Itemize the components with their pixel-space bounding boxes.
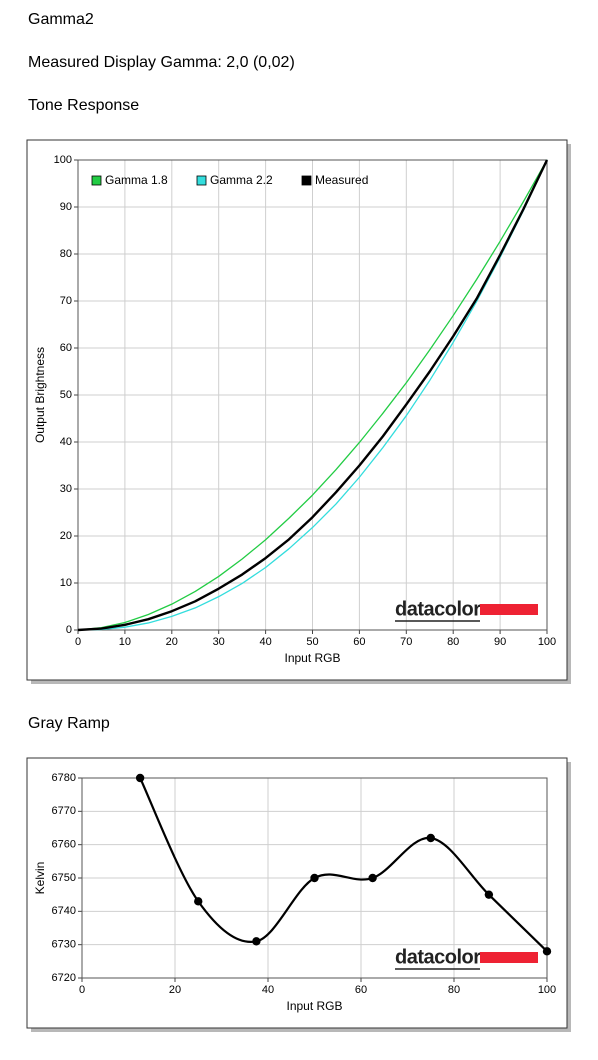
data-point [426, 833, 435, 843]
data-point [542, 947, 552, 956]
y-tick-label: 40 [60, 436, 72, 448]
data-point [368, 873, 377, 883]
plot-border [77, 159, 548, 631]
y-tick-label: 10 [60, 577, 72, 589]
x-tick-label: 70 [400, 636, 412, 648]
legend-swatch [91, 175, 102, 186]
y-tick-label: 100 [54, 154, 72, 166]
x-tick-label: 80 [447, 636, 459, 648]
chart-title: Tone Response [28, 97, 139, 114]
x-tick-label: 90 [494, 636, 506, 648]
y-axis-label: Kelvin [33, 862, 47, 895]
y-tick-label: 6770 [52, 805, 76, 817]
y-tick-label: 70 [60, 295, 72, 307]
watermark: datacolor [395, 946, 481, 968]
x-tick-label: 40 [262, 984, 274, 996]
x-axis-label: Input RGB [284, 651, 340, 665]
page-title: Gamma2 [28, 11, 94, 28]
x-tick-label: 0 [75, 636, 81, 648]
x-tick-label: 50 [306, 636, 318, 648]
data-point [484, 890, 494, 899]
series-line [77, 159, 548, 631]
x-tick-label: 0 [79, 984, 85, 996]
y-tick-label: 6760 [52, 839, 76, 851]
y-tick-label: 80 [60, 248, 72, 260]
y-tick-label: 20 [60, 530, 72, 542]
x-tick-label: 100 [538, 984, 556, 996]
chart-title: Gray Ramp [28, 715, 110, 732]
x-tick-label: 60 [355, 984, 367, 996]
x-tick-label: 10 [119, 636, 131, 648]
series-line [77, 159, 548, 631]
logo-bar [480, 952, 538, 963]
gamma-summary: Measured Display Gamma: 2,0 (0,02) [28, 54, 295, 71]
y-tick-label: 6740 [52, 905, 76, 917]
legend-swatch [196, 175, 207, 186]
legend-label: Gamma 2.2 [210, 173, 273, 187]
data-point [135, 773, 145, 783]
y-tick-label: 0 [66, 624, 72, 636]
x-tick-label: 20 [166, 636, 178, 648]
data-point [194, 897, 203, 906]
x-tick-label: 80 [448, 984, 460, 996]
y-tick-label: 6720 [52, 972, 76, 984]
series-line [77, 159, 549, 632]
x-tick-label: 20 [169, 984, 181, 996]
watermark: datacolor [395, 598, 481, 620]
legend-label: Gamma 1.8 [105, 173, 168, 187]
y-tick-label: 6750 [52, 872, 76, 884]
y-tick-label: 6780 [52, 772, 76, 784]
y-tick-label: 90 [60, 201, 72, 213]
legend-swatch [301, 175, 312, 186]
y-tick-label: 50 [60, 389, 72, 401]
plot-border [81, 777, 548, 979]
y-tick-label: 60 [60, 342, 72, 354]
logo-bar [480, 604, 538, 615]
data-point [310, 873, 319, 883]
x-tick-label: 60 [353, 636, 365, 648]
y-tick-label: 6730 [52, 939, 76, 951]
x-tick-label: 100 [538, 636, 556, 648]
x-tick-label: 40 [259, 636, 271, 648]
x-tick-label: 30 [213, 636, 225, 648]
legend-label: Measured [315, 173, 368, 187]
y-axis-label: Output Brightness [33, 347, 47, 443]
data-point [252, 937, 261, 946]
y-tick-label: 30 [60, 483, 72, 495]
x-axis-label: Input RGB [286, 999, 342, 1013]
